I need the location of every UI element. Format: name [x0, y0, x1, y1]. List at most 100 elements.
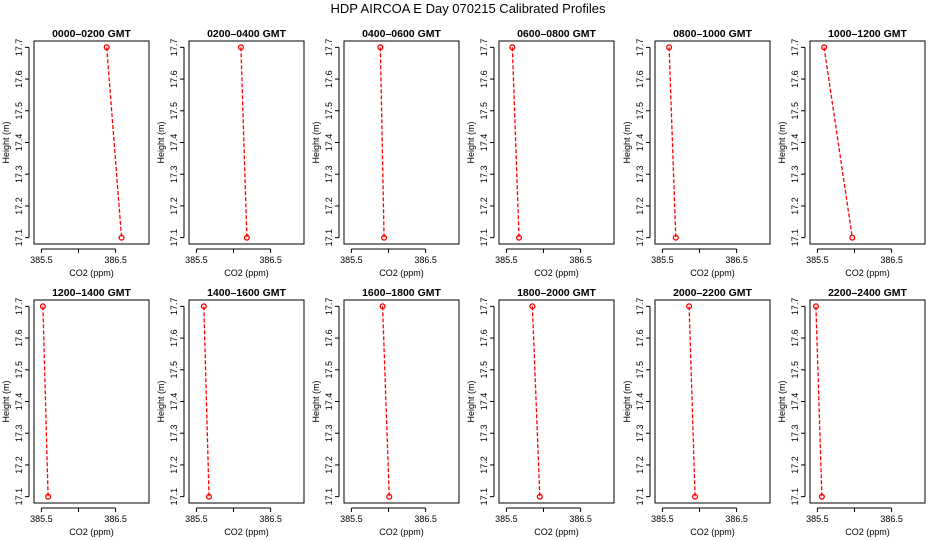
panel-3-y-tick-label: 17.5 — [324, 102, 334, 120]
panel-11-data-point — [692, 493, 699, 500]
panel-1-frame — [33, 40, 150, 245]
panel-2-series-line — [240, 47, 248, 238]
panel-8-y-tick-label: 17.6 — [169, 329, 179, 347]
panel-8-data-point — [205, 493, 213, 500]
panel-12-x-axis-label: CO2 (ppm) — [845, 527, 890, 537]
figure-title: HDP AIRCOA E Day 070215 Calibrated Profi… — [330, 1, 606, 16]
panel-5-y-tick-label: 17.4 — [635, 134, 645, 152]
panel-9-x-axis-label: CO2 (ppm) — [379, 527, 424, 537]
panel-7-data-point — [45, 493, 52, 500]
panel-7-frame — [33, 299, 150, 504]
panel-10-y-tick-label: 17.3 — [479, 424, 489, 442]
panel-5-y-axis-label: Height (m) — [622, 121, 632, 163]
panel-4-y-tick-label: 17.5 — [479, 102, 489, 120]
panel-12-y-axis-label: Height (m) — [777, 380, 787, 422]
panel-8-y-tick-label: 17.7 — [169, 298, 179, 316]
panel-1-x-axis-label: CO2 (ppm) — [69, 268, 114, 278]
panel-9-y-tick-label: 17.1 — [324, 488, 334, 506]
panel-3-y-tick-label: 17.3 — [324, 165, 334, 183]
panel-4-x-tick-label: 386.5 — [569, 255, 592, 265]
panel-9-y-tick-label: 17.7 — [324, 298, 334, 316]
panel-5-x-axis-label: CO2 (ppm) — [690, 268, 735, 278]
panel-1-y-tick-label: 17.7 — [14, 39, 24, 57]
panel-6-y-tick-label: 17.4 — [790, 134, 800, 152]
panel-6-y-tick-label: 17.2 — [790, 197, 800, 215]
panel-3-y-tick-label: 17.4 — [324, 134, 334, 152]
panel-12-y-tick-label: 17.2 — [790, 456, 800, 474]
panel-8-y-tick-label: 17.5 — [169, 361, 179, 379]
panel-10-frame — [498, 299, 615, 504]
panel-7-y-tick-label: 17.5 — [14, 361, 24, 379]
panel-9-x-tick-label: 386.5 — [414, 514, 437, 524]
panel-1-x-tick-label: 386.5 — [104, 255, 127, 265]
panel-7-x-tick-label: 385.5 — [30, 514, 53, 524]
panel-3-data-point — [381, 234, 388, 241]
panel-3-y-tick-label: 17.7 — [324, 39, 334, 57]
panel-11-x-tick-label: 385.5 — [651, 514, 674, 524]
panel-6-title: 1000–1200 GMT — [828, 28, 907, 40]
panel-5-data-point — [666, 44, 673, 51]
panel-6-data-point — [821, 44, 828, 51]
panel-7-series-line — [42, 306, 49, 497]
panel-2-y-axis-label: Height (m) — [156, 121, 166, 163]
panel-9-y-tick-label: 17.2 — [324, 456, 334, 474]
panel-6-y-tick-label: 17.3 — [790, 165, 800, 183]
panel-9-series-line — [381, 306, 390, 497]
panel-1-y-tick-label: 17.3 — [14, 165, 24, 183]
panel-10-y-tick-label: 17.2 — [479, 456, 489, 474]
panel-2-data-point — [243, 234, 250, 241]
panel-2-data-point — [237, 44, 244, 51]
panel-4-data-point — [515, 234, 523, 241]
panel-1-x-tick-label: 385.5 — [30, 255, 53, 265]
panel-3-x-tick-label: 385.5 — [340, 255, 363, 265]
panel-4-y-tick-label: 17.3 — [479, 165, 489, 183]
panel-3-x-axis-label: CO2 (ppm) — [379, 268, 424, 278]
panel-5-data-point — [672, 234, 679, 241]
panel-1-y-tick-label: 17.2 — [14, 197, 24, 215]
panel-5-y-tick-label: 17.1 — [635, 229, 645, 247]
panel-2-y-tick-label: 17.3 — [169, 165, 179, 183]
panel-8-frame — [188, 299, 305, 504]
panel-7-y-tick-label: 17.7 — [14, 298, 24, 316]
panel-9-y-tick-label: 17.3 — [324, 424, 334, 442]
panel-11-y-tick-label: 17.2 — [635, 456, 645, 474]
panel-2-y-tick-label: 17.1 — [169, 229, 179, 247]
panel-9-x-tick-label: 385.5 — [340, 514, 363, 524]
panel-12-series-line — [815, 306, 823, 497]
panel-11-x-tick-label: 386.5 — [725, 514, 748, 524]
panel-4-y-tick-label: 17.6 — [479, 70, 489, 88]
panel-8-x-tick-label: 386.5 — [259, 514, 282, 524]
panel-11-y-tick-label: 17.7 — [635, 298, 645, 316]
panel-4-y-tick-label: 17.4 — [479, 134, 489, 152]
panel-10-y-tick-label: 17.7 — [479, 298, 489, 316]
panel-12-x-tick-label: 385.5 — [806, 514, 829, 524]
panel-6-y-tick-label: 17.6 — [790, 70, 800, 88]
panel-8-data-point — [200, 303, 207, 310]
panel-12-y-tick-label: 17.7 — [790, 298, 800, 316]
panel-6-series-line — [823, 47, 853, 238]
panel-8-y-axis-label: Height (m) — [156, 380, 166, 422]
panel-2-y-tick-label: 17.2 — [169, 197, 179, 215]
panel-10-series-line — [531, 306, 541, 497]
panel-8-series-line — [203, 306, 210, 497]
panel-2-title: 0200–0400 GMT — [207, 28, 286, 40]
panel-10-data-point — [529, 303, 536, 310]
panel-4-y-tick-label: 17.1 — [479, 229, 489, 247]
panel-12-y-tick-label: 17.5 — [790, 361, 800, 379]
panel-10-y-tick-label: 17.5 — [479, 361, 489, 379]
panel-4-series-line — [511, 47, 520, 238]
panel-9-data-point — [386, 493, 393, 500]
panel-1-data-point — [118, 234, 125, 241]
panel-8-x-axis-label: CO2 (ppm) — [224, 527, 269, 537]
panel-11-x-axis-label: CO2 (ppm) — [690, 527, 735, 537]
panel-6-x-tick-label: 385.5 — [806, 255, 829, 265]
panel-5-y-tick-label: 17.6 — [635, 70, 645, 88]
panel-4-y-tick-label: 17.2 — [479, 197, 489, 215]
panel-10-x-axis-label: CO2 (ppm) — [534, 527, 579, 537]
panel-11-y-tick-label: 17.6 — [635, 329, 645, 347]
panel-12-y-tick-label: 17.6 — [790, 329, 800, 347]
panel-11-y-tick-label: 17.4 — [635, 393, 645, 411]
panel-7-x-tick-label: 386.5 — [104, 514, 127, 524]
panel-2-y-tick-label: 17.6 — [169, 70, 179, 88]
panel-8-y-tick-label: 17.4 — [169, 393, 179, 411]
